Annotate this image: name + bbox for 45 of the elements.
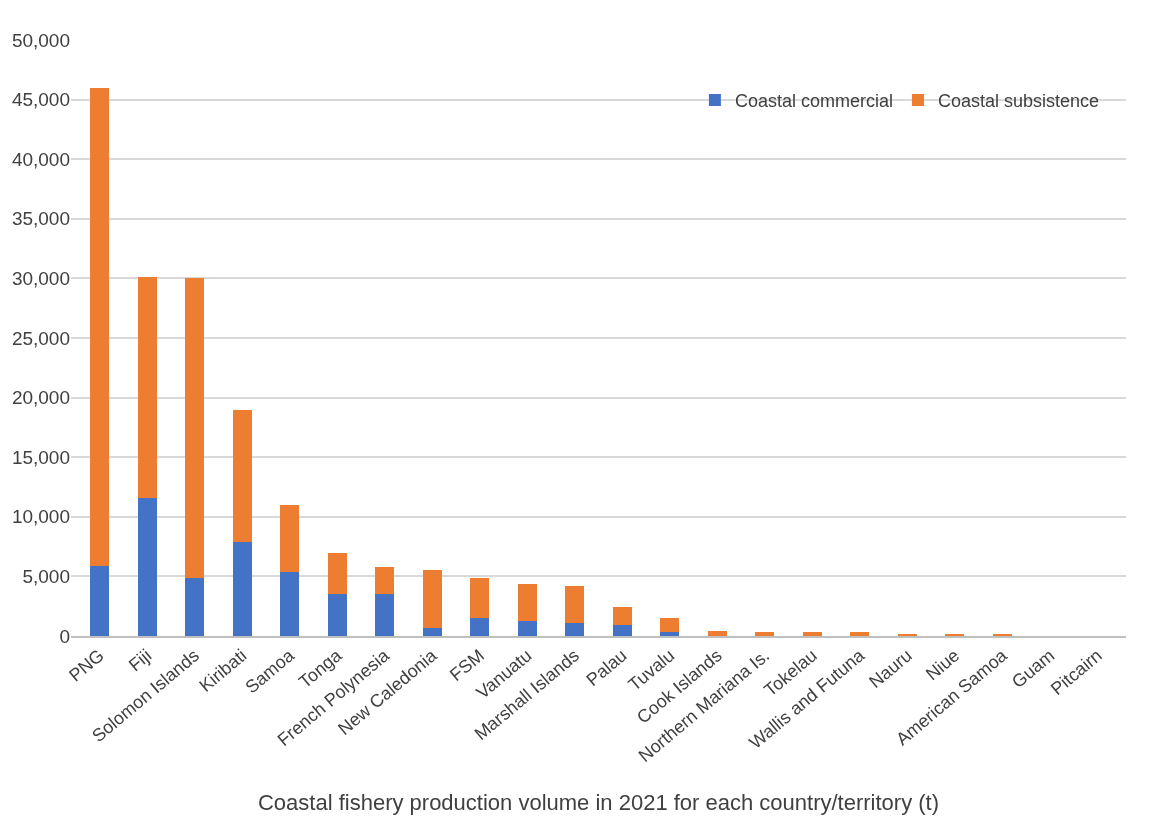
bar (470, 577, 490, 619)
bar (422, 570, 442, 628)
y-tick-label: 45,000 (11, 89, 70, 111)
bar (185, 278, 205, 578)
bar (517, 583, 537, 621)
bar (375, 566, 395, 595)
bar (660, 632, 680, 636)
y-tick-label: 5,000 (22, 566, 70, 588)
bar (707, 631, 727, 636)
y-tick-label: 50,000 (11, 29, 70, 51)
y-tick-label: 30,000 (11, 268, 70, 290)
y-tick-label: 20,000 (11, 387, 70, 409)
y-tick-label: 25,000 (11, 327, 70, 349)
bar (280, 571, 300, 636)
bar (517, 620, 537, 636)
x-tick-label: Fiji (124, 645, 156, 676)
bar (660, 618, 680, 633)
bar (565, 622, 585, 636)
bar (850, 632, 870, 636)
bar (802, 632, 822, 636)
y-tick-label: 15,000 (11, 446, 70, 468)
bar (375, 594, 395, 636)
bar (565, 585, 585, 623)
bar (612, 625, 632, 636)
bar (232, 541, 252, 636)
bar (280, 504, 300, 572)
bar (755, 632, 775, 636)
bar (612, 607, 632, 626)
bar (137, 277, 157, 498)
y-tick-label: 40,000 (11, 148, 70, 170)
y-tick-label: 35,000 (11, 208, 70, 230)
legend-label: Coastal commercial (734, 90, 893, 111)
bar (90, 565, 110, 636)
bar (90, 87, 110, 566)
y-tick-label: 0 (59, 625, 70, 647)
bar (327, 552, 347, 595)
legend-label: Coastal subsistence (937, 90, 1100, 111)
bar (137, 497, 157, 636)
bar (327, 594, 347, 636)
bar (185, 577, 205, 636)
bar (232, 409, 252, 542)
y-tick-label: 10,000 (11, 506, 70, 528)
bar (470, 618, 490, 636)
bar (422, 627, 442, 636)
x-axis-title: Coastal fishery production volume in 2021 for each country/territory (t) (257, 790, 940, 816)
